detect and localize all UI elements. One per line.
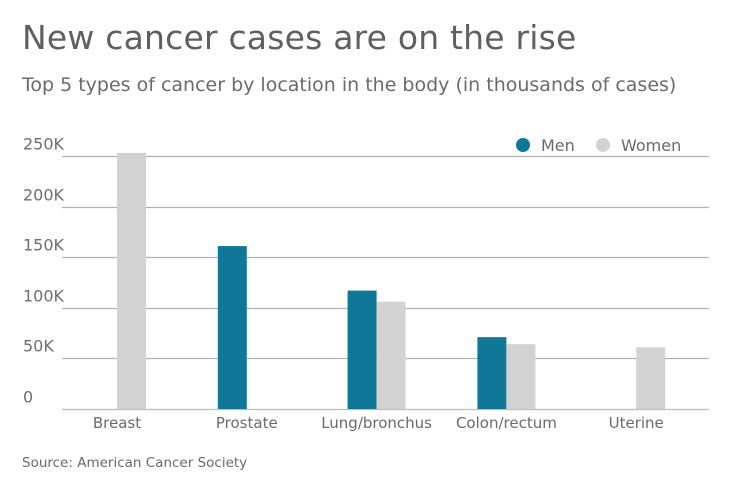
x-tick-label: Lung/bronchus <box>321 414 432 432</box>
y-tick-label: 200K <box>23 186 65 205</box>
bar-men <box>217 246 247 409</box>
bars <box>117 152 666 410</box>
x-tick-label: Breast <box>93 414 141 432</box>
chart-subtitle: Top 5 types of cancer by location in the… <box>22 74 677 96</box>
legend-women-swatch <box>596 138 610 152</box>
x-axis-labels: Breast Prostate Lung/bronchus Colon/rectum U… <box>93 414 664 432</box>
y-tick-label: 0 <box>23 388 33 407</box>
legend-women-label: Women <box>621 136 681 155</box>
x-tick-label: Uterine <box>609 414 664 432</box>
y-tick-label: 50K <box>23 337 54 356</box>
bar-women <box>117 152 146 410</box>
chart-title: New cancer cases are on the rise <box>22 18 577 57</box>
x-tick-label: Prostate <box>216 414 278 432</box>
y-tick-label: 150K <box>23 236 65 255</box>
y-tick-label: 250K <box>23 135 65 154</box>
bar-women <box>636 347 666 409</box>
y-axis-ticks: 0 50K 100K 150K 200K 250K <box>23 135 65 407</box>
bar-men <box>477 337 507 409</box>
legend-men-label: Men <box>541 136 575 155</box>
source-note: Source: American Cancer Society <box>22 455 248 471</box>
legend: Men Women <box>516 136 681 155</box>
legend-men-swatch <box>516 138 530 152</box>
x-tick-label: Colon/rectum <box>456 414 557 432</box>
bar-women <box>506 344 536 409</box>
bar-men <box>347 290 377 409</box>
y-tick-label: 100K <box>23 287 65 306</box>
bar-women <box>376 301 406 409</box>
